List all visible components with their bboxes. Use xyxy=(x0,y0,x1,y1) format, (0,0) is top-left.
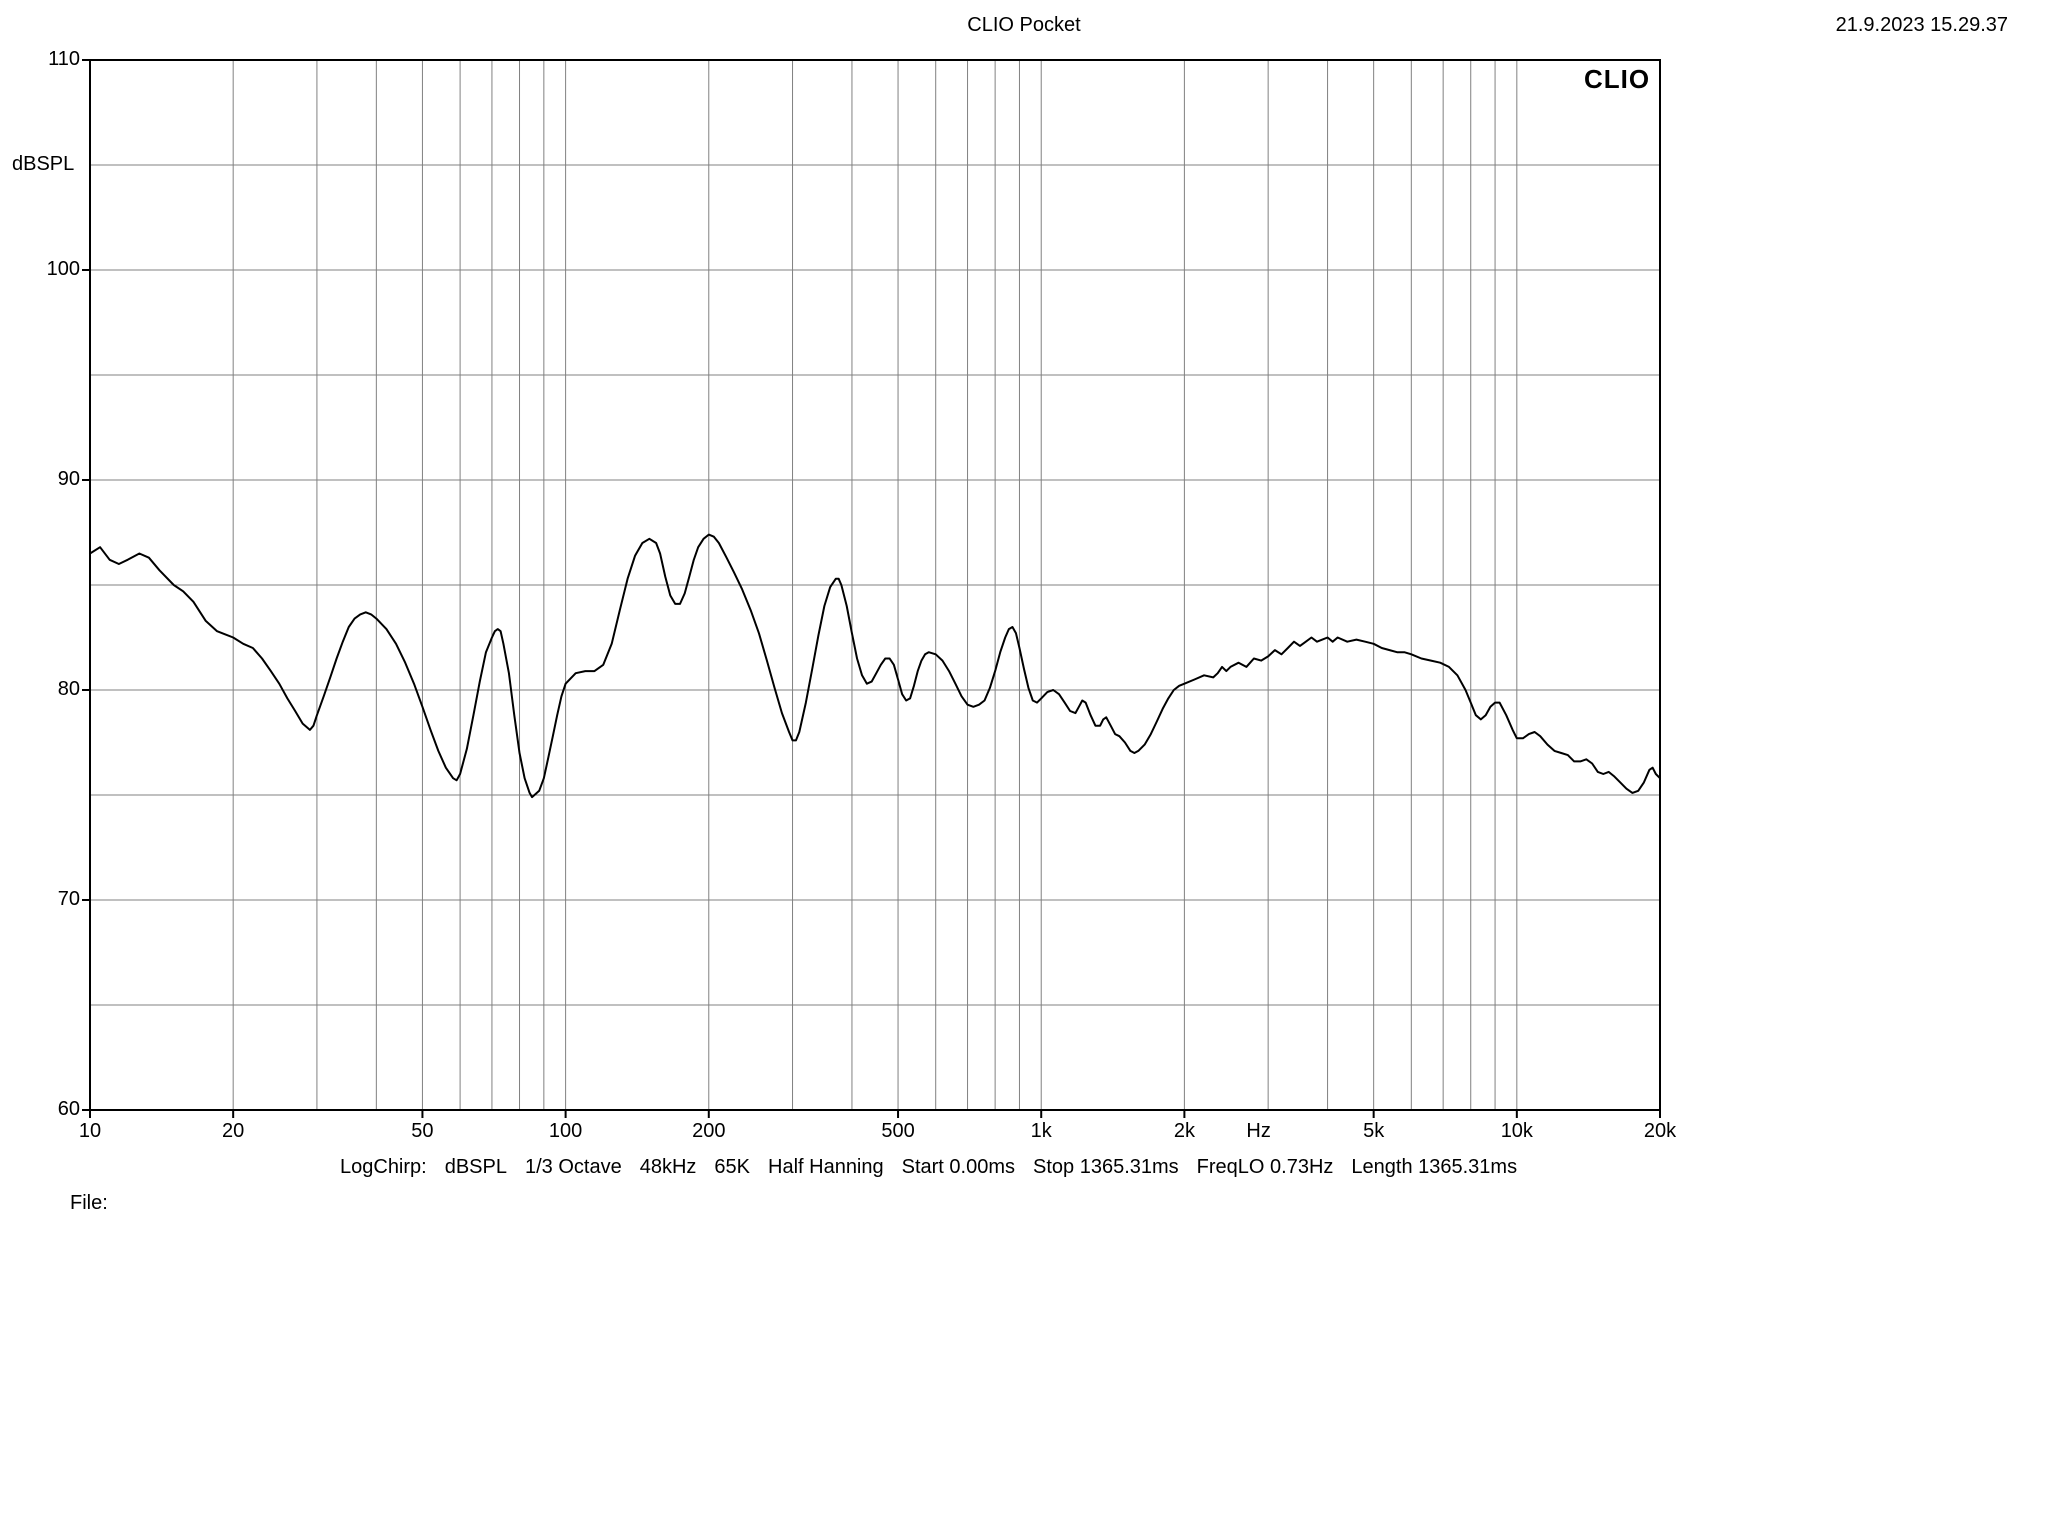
y-tick-label: 80 xyxy=(30,678,80,701)
footer-item: dBSPL xyxy=(445,1156,507,1178)
x-axis-unit: Hz xyxy=(1246,1120,1270,1143)
footer-item: 1/3 Octave xyxy=(525,1156,622,1178)
x-tick-label: 20k xyxy=(1644,1120,1676,1143)
y-tick-label: 70 xyxy=(30,888,80,911)
y-tick-label: 110 xyxy=(30,48,80,71)
footer-item: Start 0.00ms xyxy=(902,1156,1015,1178)
footer-item: LogChirp: xyxy=(340,1156,427,1178)
footer-item: Half Hanning xyxy=(768,1156,884,1178)
page: CLIO Pocket 21.9.2023 15.29.37 dBSPL Hz … xyxy=(0,0,2048,1536)
footer-item: Length 1365.31ms xyxy=(1351,1156,1517,1178)
x-tick-label: 100 xyxy=(549,1120,582,1143)
footer-item: 48kHz xyxy=(640,1156,697,1178)
y-tick-label: 90 xyxy=(30,468,80,491)
x-tick-label: 10k xyxy=(1501,1120,1533,1143)
y-axis-label: dBSPL xyxy=(12,153,74,176)
y-tick-label: 60 xyxy=(30,1098,80,1121)
footer-item: FreqLO 0.73Hz xyxy=(1197,1156,1334,1178)
x-tick-label: 10 xyxy=(79,1120,101,1143)
footer-item: Stop 1365.31ms xyxy=(1033,1156,1179,1178)
x-tick-label: 200 xyxy=(692,1120,725,1143)
x-tick-label: 500 xyxy=(881,1120,914,1143)
clio-watermark: CLIO xyxy=(1584,64,1650,95)
x-tick-label: 1k xyxy=(1031,1120,1052,1143)
frequency-response-chart xyxy=(0,0,2048,1536)
x-tick-label: 20 xyxy=(222,1120,244,1143)
file-label: File: xyxy=(70,1192,108,1215)
x-tick-label: 2k xyxy=(1174,1120,1195,1143)
footer-item: 65K xyxy=(714,1156,750,1178)
x-tick-label: 50 xyxy=(411,1120,433,1143)
y-tick-label: 100 xyxy=(30,258,80,281)
measurement-footer: LogChirp: dBSPL 1/3 Octave 48kHz 65K Half Han… xyxy=(340,1156,1535,1179)
x-tick-label: 5k xyxy=(1363,1120,1384,1143)
